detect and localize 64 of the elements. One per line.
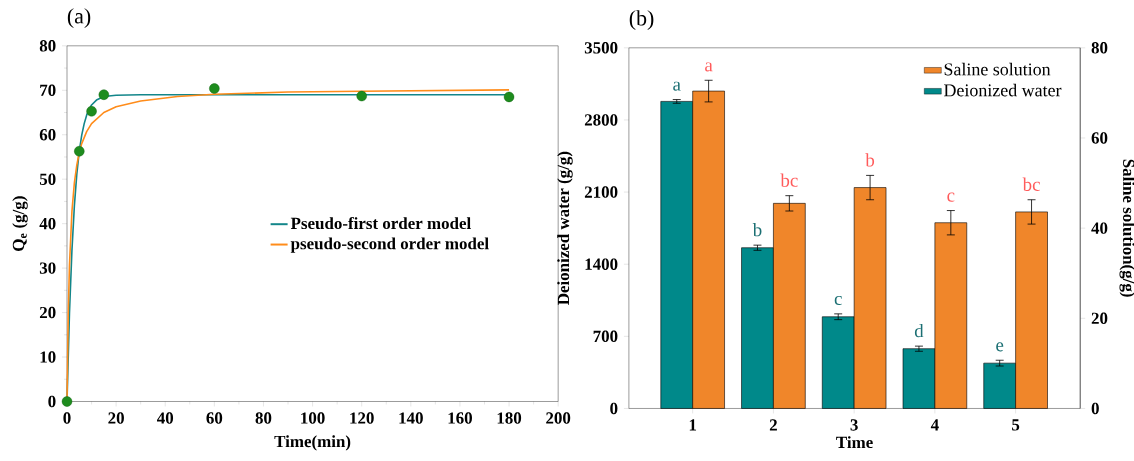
- data-label: b: [865, 153, 875, 167]
- x-tick-label: 120: [350, 412, 374, 424]
- chart-title: (a): [67, 8, 91, 28]
- x-tick-label: 1: [689, 419, 697, 431]
- y2-tick-label: 40: [1091, 222, 1108, 234]
- data-label: b: [752, 222, 762, 237]
- y-tick-label: 20: [39, 306, 56, 319]
- y-tick-label: 700: [593, 330, 618, 342]
- data-label: bc: [1022, 177, 1040, 191]
- data-label: e: [996, 342, 1004, 352]
- data-label: d: [914, 323, 924, 338]
- y-axis-title: Q$_{e}$ (g/g): [12, 196, 28, 251]
- x-tick-label: 4: [930, 419, 939, 431]
- x-axis-title: Time(min): [274, 435, 351, 451]
- y-tick-label: 30: [39, 262, 56, 274]
- x-tick-label: 60: [206, 412, 223, 424]
- x-tick-label: 3: [850, 419, 858, 431]
- y2-tick-label: 0: [1091, 402, 1099, 415]
- y2-tick-label: 20: [1091, 312, 1108, 324]
- y-tick-label: 2800: [584, 114, 618, 126]
- x-tick-label: 80: [255, 412, 272, 424]
- x-tick-label: 2: [769, 419, 777, 431]
- x-tick-label: 0: [63, 412, 71, 424]
- legend-label: pseudo-second order model: [290, 237, 489, 253]
- x-tick-label: 40: [157, 412, 174, 424]
- legend-label: Saline solution: [944, 62, 1051, 76]
- x-tick-label: 140: [399, 412, 423, 424]
- x-tick-label: 20: [108, 412, 124, 424]
- data-label: a: [673, 81, 681, 91]
- point: [503, 91, 515, 103]
- data-label: a: [705, 62, 713, 72]
- y-tick-label: 60: [39, 128, 56, 141]
- y-tick-label: 0: [48, 395, 56, 408]
- chart-title: (b): [629, 10, 654, 30]
- y-tick-label: 80: [39, 39, 56, 52]
- y-tick-label: 70: [40, 84, 56, 96]
- y-tick-label: 1400: [585, 258, 618, 270]
- y-tick-label: 3500: [584, 41, 618, 54]
- legend-label: Deionized water: [944, 83, 1062, 97]
- x-tick-label: 180: [497, 412, 522, 424]
- point: [209, 83, 220, 94]
- y-tick-label: 40: [39, 217, 56, 230]
- y2-axis-title: Saline solution(g/g): [1119, 159, 1134, 297]
- x-tick-label: 5: [1012, 419, 1020, 431]
- point: [356, 90, 367, 102]
- point: [74, 145, 85, 157]
- y-tick-label: 2100: [584, 186, 618, 198]
- x-axis-title: Time: [836, 436, 873, 448]
- point: [86, 105, 97, 117]
- data-label: c: [947, 192, 955, 202]
- y-axis-title: Deionized water (g/g): [557, 151, 573, 305]
- data-label: c: [834, 295, 842, 305]
- x-tick-label: 160: [448, 412, 472, 424]
- y-tick-label: 10: [40, 351, 56, 363]
- point: [98, 89, 110, 100]
- y-tick-label: 0: [610, 402, 618, 415]
- x-tick-label: 100: [301, 412, 325, 424]
- y2-tick-label: 60: [1091, 132, 1108, 144]
- point: [61, 396, 73, 407]
- x-tick-label: 200: [546, 412, 571, 424]
- legend-label: Pseudo-first order model: [290, 216, 471, 229]
- y2-tick-label: 80: [1091, 41, 1108, 54]
- data-label: bc: [780, 173, 798, 187]
- y-tick-label: 50: [39, 173, 56, 185]
